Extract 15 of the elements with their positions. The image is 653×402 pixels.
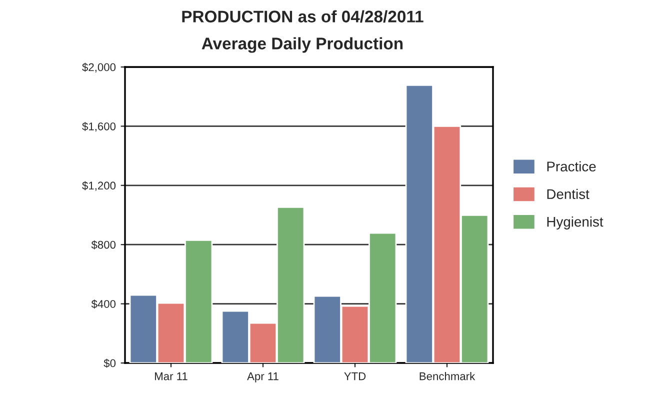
x-tick-label: Benchmark (420, 372, 476, 380)
y-tick-label: $800 (91, 240, 116, 250)
chart-subtitle: Average Daily Production (202, 37, 403, 53)
x-tick-label: Mar 11 (155, 372, 188, 380)
y-tick-label: $1,200 (82, 181, 116, 191)
y-tick-label: $1,600 (82, 122, 116, 132)
x-tick-label: YTD (344, 372, 366, 380)
y-tick-label: $0 (104, 358, 116, 368)
y-tick-label: $2,000 (82, 62, 116, 72)
legend-label: Hygienist (547, 216, 604, 230)
x-tick-label: Apr 11 (247, 372, 278, 382)
chart-title: PRODUCTION as of 04/28/2011 (182, 10, 424, 23)
legend-label: Practice (547, 161, 596, 172)
y-tick-label: $400 (91, 300, 116, 309)
legend-label: Dentist (547, 188, 590, 200)
